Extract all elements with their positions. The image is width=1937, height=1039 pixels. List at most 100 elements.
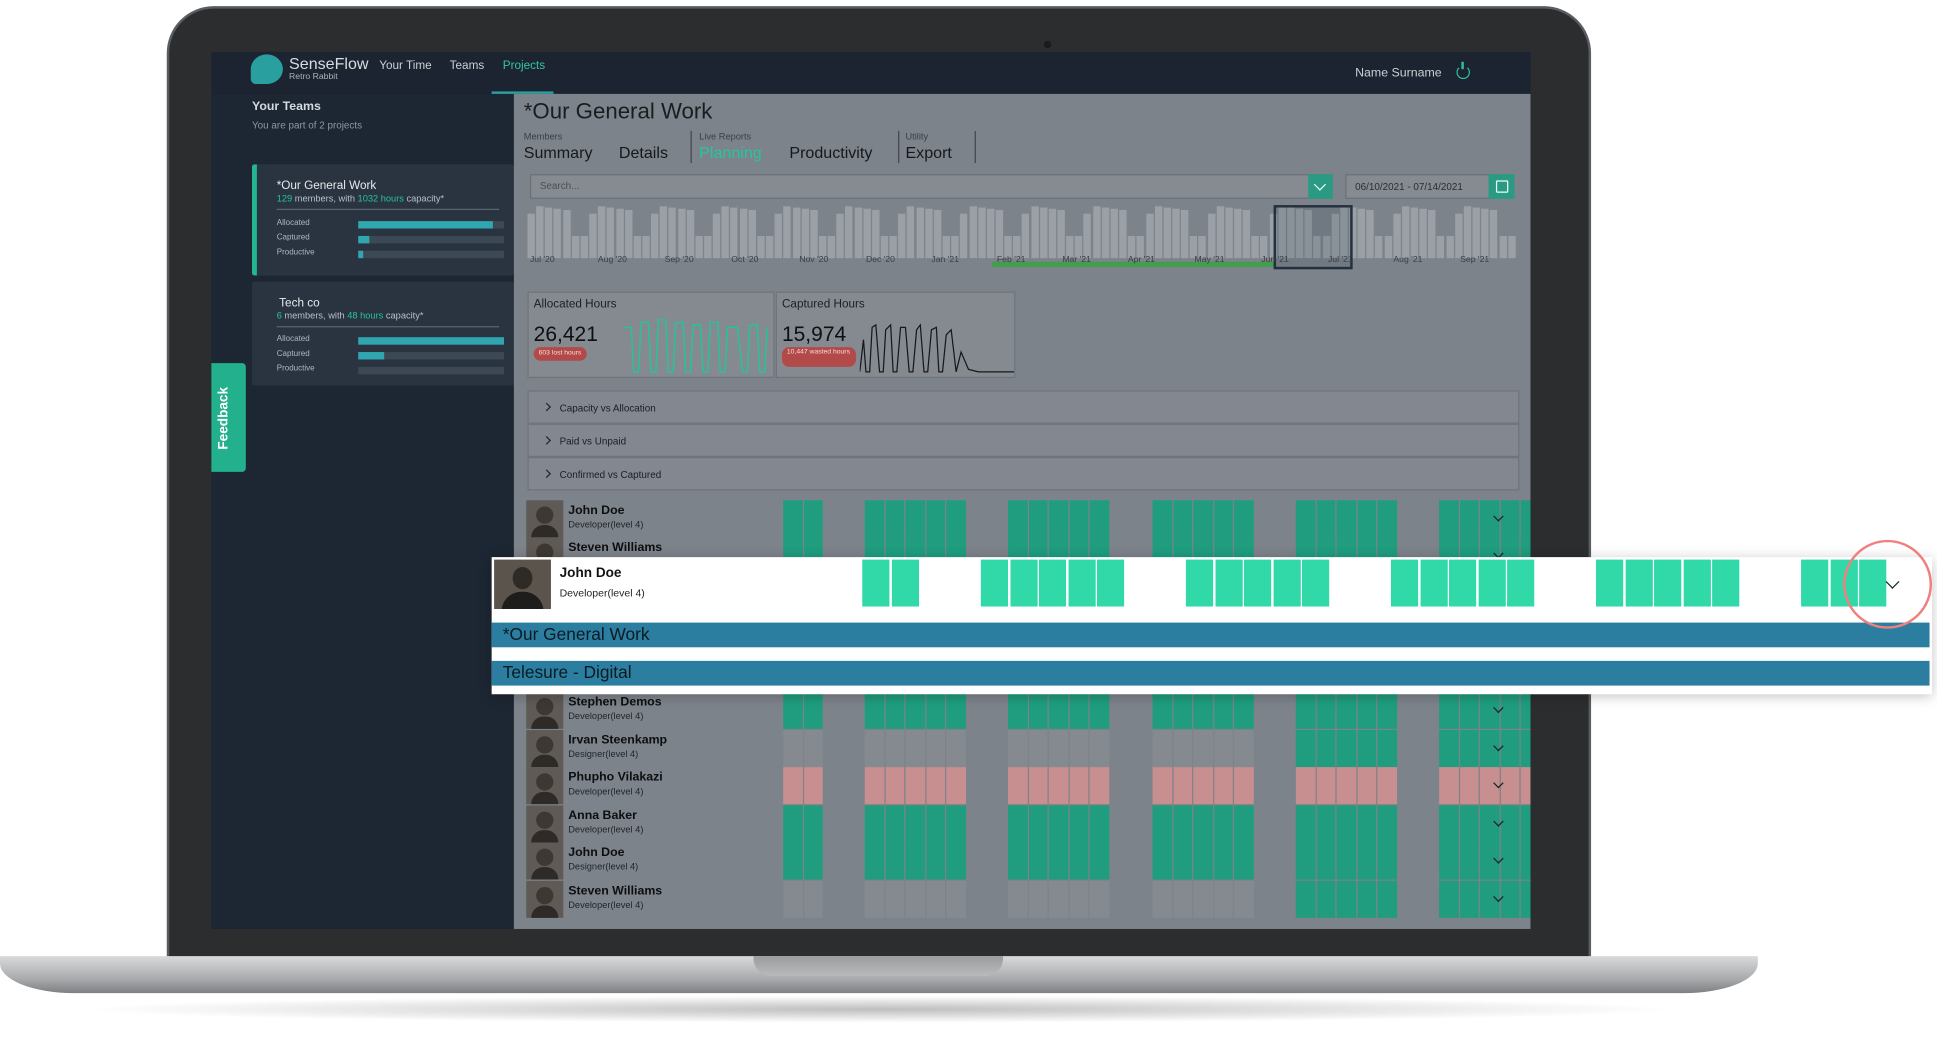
accordion-confirmed-vs-captured[interactable]: Confirmed vs Captured [527,457,1520,491]
team-info: 129 members, with 1032 hours capacity* [277,193,444,204]
schedule-cell [803,691,823,729]
schedule-cell [1500,842,1520,880]
tab-export[interactable]: Export [905,143,952,162]
timeline-bar [783,206,792,259]
team-name: Tech co [279,296,320,311]
schedule-cell [1419,559,1448,607]
schedule-cell [905,691,925,729]
schedule-cell [803,730,823,768]
member-row[interactable]: John Doe Developer(level 4) [526,500,1531,538]
schedule-cell [1336,805,1356,843]
schedule-cell [1390,559,1419,607]
timeline-bar [924,208,933,259]
tab-details[interactable]: Details [618,143,668,162]
schedule-cell [1069,805,1089,843]
schedule-cell [1459,691,1479,729]
member-name: Irvan Steenkamp [568,733,668,748]
timeline-bar [995,210,1003,259]
schedule-cell [1193,691,1213,729]
member-row[interactable]: Stephen Demos Developer(level 4) [526,691,1531,729]
team-capacity-text: capacity* [403,192,445,204]
member-name: Steven Williams [568,884,663,899]
metric-bar-fill [358,235,370,244]
schedule-cell [905,880,925,918]
schedule-cell [885,842,905,880]
tab-summary[interactable]: Summary [523,143,593,162]
schedule-cell [946,805,966,843]
power-icon[interactable] [1456,61,1471,80]
calendar-icon[interactable] [1488,174,1515,199]
schedule-cell [1439,500,1459,538]
member-role: Designer(level 4) [568,748,639,760]
schedule-cell [1213,880,1233,918]
member-row[interactable]: Anna Baker Developer(level 4) [526,805,1531,843]
schedule-cell [946,880,966,918]
schedule-cell [1500,730,1520,768]
schedule-cell [1028,880,1048,918]
schedule-cell [1316,842,1336,880]
schedule-cell [1520,842,1531,880]
card-title: Allocated Hours [533,297,617,312]
member-row[interactable]: Irvan Steenkamp Designer(level 4) [526,730,1531,768]
schedule-cell [1008,500,1028,538]
search-input[interactable]: Search... [529,174,1328,199]
team-card-tech-co[interactable]: Tech co 6 members, with 48 hours capacit… [252,281,514,386]
tab-productivity[interactable]: Productivity [789,143,873,162]
schedule-cell [1172,730,1193,768]
timeline-bar [545,207,553,259]
accordion-label: Paid vs Unpaid [559,436,627,448]
schedule-cell [1459,767,1479,805]
schedule-cell [864,880,884,918]
timeline-bar [1499,235,1507,259]
schedule-cell [1449,559,1477,607]
schedule-cell [1048,767,1068,805]
tab-divider [974,130,976,164]
metric-label-allocated: Allocated [276,218,310,228]
schedule-cell [1172,691,1193,729]
timeline-bar [907,206,915,259]
schedule-cell [1172,500,1193,538]
accordion-capacity-vs-allocation[interactable]: Capacity vs Allocation [527,390,1520,424]
schedule-cell [783,500,803,538]
schedule-cell [1152,880,1172,918]
nav-your-time[interactable]: Your Time [379,59,432,73]
accordion-paid-vs-unpaid[interactable]: Paid vs Unpaid [527,423,1520,458]
schedule-cell [1336,691,1356,729]
nav-teams[interactable]: Teams [449,59,485,73]
date-range-field[interactable]: 06/10/2021 - 07/14/2021 [1345,174,1492,199]
schedule-cell [783,842,803,880]
allocated-hours-card: Allocated Hours 26,421 603 lost hours [527,291,775,379]
schedule-cell [1356,880,1377,918]
schedule-cell [1507,559,1535,607]
schedule-cell [1377,880,1397,918]
timeline-selection-window[interactable] [1273,205,1353,270]
schedule-cell [1295,880,1315,918]
schedule-cell [905,500,925,538]
tab-planning[interactable]: Planning [699,143,762,162]
feedback-tab[interactable]: Feedback [211,363,246,472]
member-schedule-cells [783,730,1531,768]
schedule-cell [1356,767,1377,805]
schedule-cell [1520,691,1531,729]
timeline-overview[interactable]: Jul '20 Aug '20 Sep '20 Oct '20 Nov '20 Dec '… [527,205,1519,270]
schedule-cell [1089,500,1109,538]
team-card-our-general-work[interactable]: *Our General Work 129 members, with 1032… [252,164,514,276]
member-row[interactable]: John Doe Designer(level 4) [526,842,1531,880]
schedule-cell [1336,842,1356,880]
metric-bar-fill [358,250,363,259]
schedule-cell [803,880,823,918]
chevron-down-icon[interactable] [1308,174,1333,199]
member-row[interactable]: Phupho Vilakazi Developer(level 4) [526,767,1531,805]
project-bar-telesure-digital[interactable]: Telesure - Digital [491,660,1930,686]
user-name[interactable]: Name Surname [1355,66,1442,81]
schedule-cell [946,767,966,805]
nav-projects[interactable]: Projects [502,59,546,73]
schedule-cell [1234,805,1254,843]
timeline-bar [553,208,562,259]
timeline-month-label: May '21 [1194,255,1225,265]
timeline-bar [854,207,862,259]
project-bar-our-general-work[interactable]: *Our General Work [491,622,1930,648]
schedule-cell [1213,842,1233,880]
timeline-bar [765,235,774,259]
